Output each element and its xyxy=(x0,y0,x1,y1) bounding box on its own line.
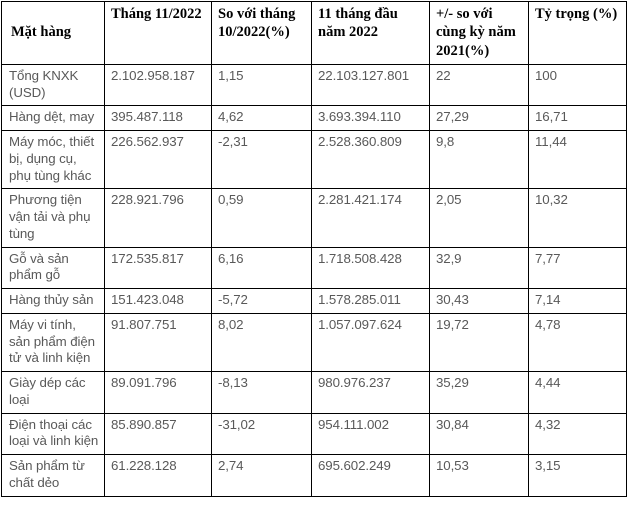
cell-month: 85.890.857 xyxy=(104,412,212,456)
cell-share: 100 xyxy=(528,63,627,107)
cell-ytd: 2.281.421.174 xyxy=(311,188,430,248)
header-row: Mặt hàng Tháng 11/2022 So với tháng 10/2… xyxy=(1,1,627,65)
table-row: Máy móc, thiết bị, dụng cụ, phụ tùng khá… xyxy=(1,130,627,190)
cell-mom: -5,72 xyxy=(211,288,312,314)
cell-yoy: 27,29 xyxy=(429,105,529,132)
cell-share: 11,44 xyxy=(528,130,627,190)
cell-share: 7,14 xyxy=(528,288,627,314)
cell-ytd: 2.528.360.809 xyxy=(311,130,430,190)
cell-month: 89.091.796 xyxy=(104,371,212,414)
cell-month: 2.102.958.187 xyxy=(104,63,212,107)
column-header-ytd: 11 tháng đầu năm 2022 xyxy=(311,1,430,65)
cell-mom: 8,02 xyxy=(211,312,312,373)
table-row: Điện thoại các loại và linh kiện 85.890.8… xyxy=(1,412,627,456)
table-row: Hàng thủy sản 151.423.048 -5,72 1.578.285.0… xyxy=(1,288,627,314)
cell-share: 7,77 xyxy=(528,246,627,290)
table-row: Máy vi tính, sản phẩm điện tử và linh ki… xyxy=(1,312,627,373)
table-row: Tổng KNXK (USD) 2.102.958.187 1,15 22.103.1… xyxy=(1,63,627,107)
cell-name: Giày dép các loại xyxy=(1,371,105,414)
cell-name: Phương tiện vận tải và phụ tùng xyxy=(1,188,105,248)
cell-yoy: 19,72 xyxy=(429,312,529,373)
cell-name: Sản phẩm từ chất dẻo xyxy=(1,454,105,497)
cell-mom: 0,59 xyxy=(211,188,312,248)
cell-share: 16,71 xyxy=(528,105,627,132)
cell-month: 172.535.817 xyxy=(104,246,212,290)
cell-name: Điện thoại các loại và linh kiện xyxy=(1,412,105,456)
cell-share: 4,44 xyxy=(528,371,627,414)
export-statistics-table: Mặt hàng Tháng 11/2022 So với tháng 10/2… xyxy=(1,1,627,497)
cell-ytd: 695.602.249 xyxy=(311,454,430,497)
column-header-yoy: +/- so với cùng kỳ năm 2021(%) xyxy=(429,1,529,65)
cell-mom: -2,31 xyxy=(211,130,312,190)
cell-yoy: 22 xyxy=(429,63,529,107)
cell-mom: -8,13 xyxy=(211,371,312,414)
table-row: Sản phẩm từ chất dẻo 61.228.128 2,74 695.60… xyxy=(1,454,627,497)
cell-name: Máy móc, thiết bị, dụng cụ, phụ tùng khá… xyxy=(1,130,105,190)
cell-yoy: 32,9 xyxy=(429,246,529,290)
cell-yoy: 10,53 xyxy=(429,454,529,497)
cell-name: Hàng dệt, may xyxy=(1,105,105,132)
cell-mom: 6,16 xyxy=(211,246,312,290)
cell-share: 4,32 xyxy=(528,412,627,456)
table-row: Phương tiện vận tải và phụ tùng 228.921.7… xyxy=(1,188,627,248)
cell-mom: -31,02 xyxy=(211,412,312,456)
cell-month: 61.228.128 xyxy=(104,454,212,497)
cell-ytd: 1.718.508.428 xyxy=(311,246,430,290)
table-row: Hàng dệt, may 395.487.118 4,62 3.693.394.11… xyxy=(1,105,627,132)
cell-month: 151.423.048 xyxy=(104,288,212,314)
cell-mom: 1,15 xyxy=(211,63,312,107)
cell-name: Tổng KNXK (USD) xyxy=(1,63,105,107)
table-row: Giày dép các loại 89.091.796 -8,13 980.976.… xyxy=(1,371,627,414)
cell-month: 226.562.937 xyxy=(104,130,212,190)
cell-ytd: 1.057.097.624 xyxy=(311,312,430,373)
cell-mom: 4,62 xyxy=(211,105,312,132)
cell-name: Hàng thủy sản xyxy=(1,288,105,314)
cell-yoy: 30,84 xyxy=(429,412,529,456)
cell-yoy: 9,8 xyxy=(429,130,529,190)
column-header-mom: So với tháng 10/2022(%) xyxy=(211,1,312,65)
cell-ytd: 22.103.127.801 xyxy=(311,63,430,107)
cell-share: 3,15 xyxy=(528,454,627,497)
cell-yoy: 2,05 xyxy=(429,188,529,248)
cell-yoy: 35,29 xyxy=(429,371,529,414)
cell-share: 4,78 xyxy=(528,312,627,373)
column-header-share: Tỷ trọng (%) xyxy=(528,1,627,65)
cell-name: Gỗ và sản phẩm gỗ xyxy=(1,246,105,290)
table-row: Gỗ và sản phẩm gỗ 172.535.817 6,16 1.718.50… xyxy=(1,246,627,290)
column-header-month: Tháng 11/2022 xyxy=(104,1,212,65)
table-body: Tổng KNXK (USD) 2.102.958.187 1,15 22.103.1… xyxy=(1,63,627,497)
cell-mom: 2,74 xyxy=(211,454,312,497)
cell-share: 10,32 xyxy=(528,188,627,248)
cell-ytd: 980.976.237 xyxy=(311,371,430,414)
cell-month: 395.487.118 xyxy=(104,105,212,132)
cell-month: 228.921.796 xyxy=(104,188,212,248)
cell-yoy: 30,43 xyxy=(429,288,529,314)
cell-ytd: 3.693.394.110 xyxy=(311,105,430,132)
cell-month: 91.807.751 xyxy=(104,312,212,373)
cell-name: Máy vi tính, sản phẩm điện tử và linh ki… xyxy=(1,312,105,373)
column-header-name: Mặt hàng xyxy=(1,1,105,65)
table-header: Mặt hàng Tháng 11/2022 So với tháng 10/2… xyxy=(1,1,627,65)
cell-ytd: 954.111.002 xyxy=(311,412,430,456)
cell-ytd: 1.578.285.011 xyxy=(311,288,430,314)
